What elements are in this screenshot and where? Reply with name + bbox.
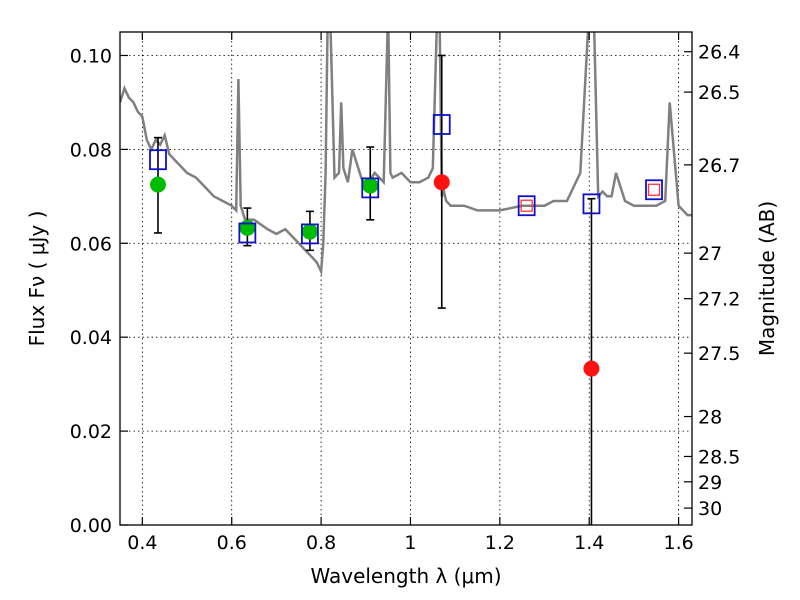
y2-tick-label: 28 [698, 407, 722, 429]
x-tick-label: 1.6 [663, 532, 693, 554]
y-tick-label: 0.00 [70, 515, 112, 537]
y-tick-label: 0.10 [70, 45, 112, 67]
x-tick-label: 1.2 [485, 532, 515, 554]
data-point-square [238, 222, 257, 244]
x-tick-label: 0.8 [306, 532, 336, 554]
error-bars [153, 54, 596, 525]
data-point-square [645, 179, 663, 201]
data-point-small-square [520, 199, 533, 212]
data-point-circle [362, 177, 379, 194]
plot-frame [119, 31, 693, 526]
data-point-square [517, 195, 536, 217]
axis-ticks: 0.4 0.6 0.8 1 1.2 1.4 1.6 0.00 0.02 0.04 0.06 0.08 0… [70, 32, 740, 554]
y2-tick-label: 27 [698, 243, 722, 265]
model-spectrum [120, 32, 692, 277]
x-tick-label: 1 [404, 532, 416, 554]
data-point-circle [239, 219, 256, 236]
grid [120, 32, 692, 526]
y2-tick-label: 30 [698, 498, 722, 520]
y2-tick-label: 27.5 [698, 343, 740, 365]
y-tick-label: 0.04 [70, 327, 112, 349]
x-tick-label: 0.4 [127, 532, 157, 554]
data-point-circle [433, 174, 450, 191]
y2-tick-label: 26.4 [698, 42, 740, 64]
y2-tick-label: 27.2 [698, 289, 740, 311]
x-tick-label: 0.6 [217, 532, 247, 554]
spectrum-line [120, 32, 692, 277]
data-point-square [361, 177, 380, 199]
x-axis-label: Wavelength λ (μm) [310, 564, 501, 588]
y-tick-label: 0.06 [70, 233, 112, 255]
data-point-square [301, 223, 319, 245]
y-tick-label: 0.02 [70, 421, 112, 443]
y-axis-label: Flux Fν ( μJy ) [25, 211, 49, 347]
data-point-circle [149, 176, 166, 193]
data-point-square [582, 193, 601, 215]
y2-tick-label: 26.5 [698, 82, 740, 104]
data-markers [149, 114, 663, 377]
data-point-square [432, 114, 451, 135]
y-tick-label: 0.08 [70, 139, 112, 161]
y2-tick-label: 28.5 [698, 446, 740, 468]
y2-axis-label: Magnitude (AB) [755, 201, 779, 356]
x-tick-label: 1.4 [574, 532, 604, 554]
y2-tick-label: 26.7 [698, 155, 740, 177]
data-point-circle [583, 360, 600, 377]
data-point-square [149, 149, 167, 171]
data-point-small-square [647, 183, 661, 196]
y2-tick-label: 29 [698, 472, 722, 494]
data-point-circle [301, 223, 318, 240]
